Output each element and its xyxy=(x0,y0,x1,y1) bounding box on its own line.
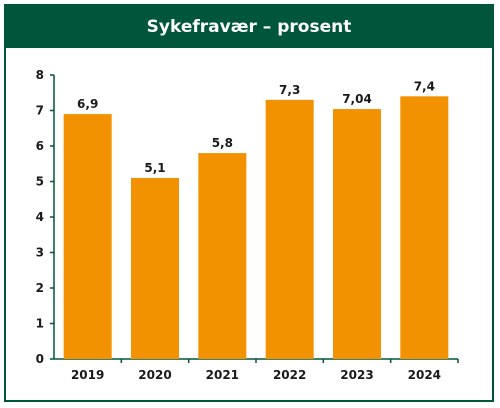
chart-labels: 6,9 2019 5,1 2020 5,8 2021 7,3 2022 7,04 2023 7,4 2… xyxy=(71,79,441,382)
data-label-2020: 5,1 xyxy=(144,161,165,175)
y-tick-label: 3 xyxy=(36,246,44,260)
x-tick-label-2019: 2019 xyxy=(71,368,104,382)
y-tick-label: 0 xyxy=(36,352,44,366)
x-tick-label-2021: 2021 xyxy=(206,368,239,382)
bar-2021 xyxy=(198,153,247,359)
data-label-2022: 7,3 xyxy=(279,83,300,97)
data-label-2021: 5,8 xyxy=(212,136,233,150)
x-tick-label-2020: 2020 xyxy=(138,368,171,382)
x-tick-label-2024: 2024 xyxy=(408,368,441,382)
y-tick-label: 4 xyxy=(36,210,44,224)
bar-2019 xyxy=(63,114,112,359)
chart-title: Sykefravær – prosent xyxy=(6,6,492,48)
y-tick-label: 2 xyxy=(36,281,44,295)
y-tick-label: 1 xyxy=(36,317,44,331)
x-tick-label-2022: 2022 xyxy=(273,368,306,382)
chart-bars xyxy=(63,96,449,360)
bar-2022 xyxy=(265,99,314,359)
bar-2023 xyxy=(333,109,381,359)
data-label-2019: 6,9 xyxy=(77,97,98,111)
y-tick-label: 6 xyxy=(36,139,44,153)
x-tick-label-2023: 2023 xyxy=(340,368,373,382)
chart-axes: 0 1 2 3 4 5 6 7 8 xyxy=(36,68,459,366)
y-tick-label: 8 xyxy=(36,68,44,82)
data-label-2024: 7,4 xyxy=(414,79,435,93)
data-label-2023: 7,04 xyxy=(342,92,372,106)
y-tick-label: 5 xyxy=(36,175,44,189)
bar-2020 xyxy=(131,177,179,359)
y-tick-label: 7 xyxy=(36,104,44,118)
bar-2024 xyxy=(400,96,449,360)
